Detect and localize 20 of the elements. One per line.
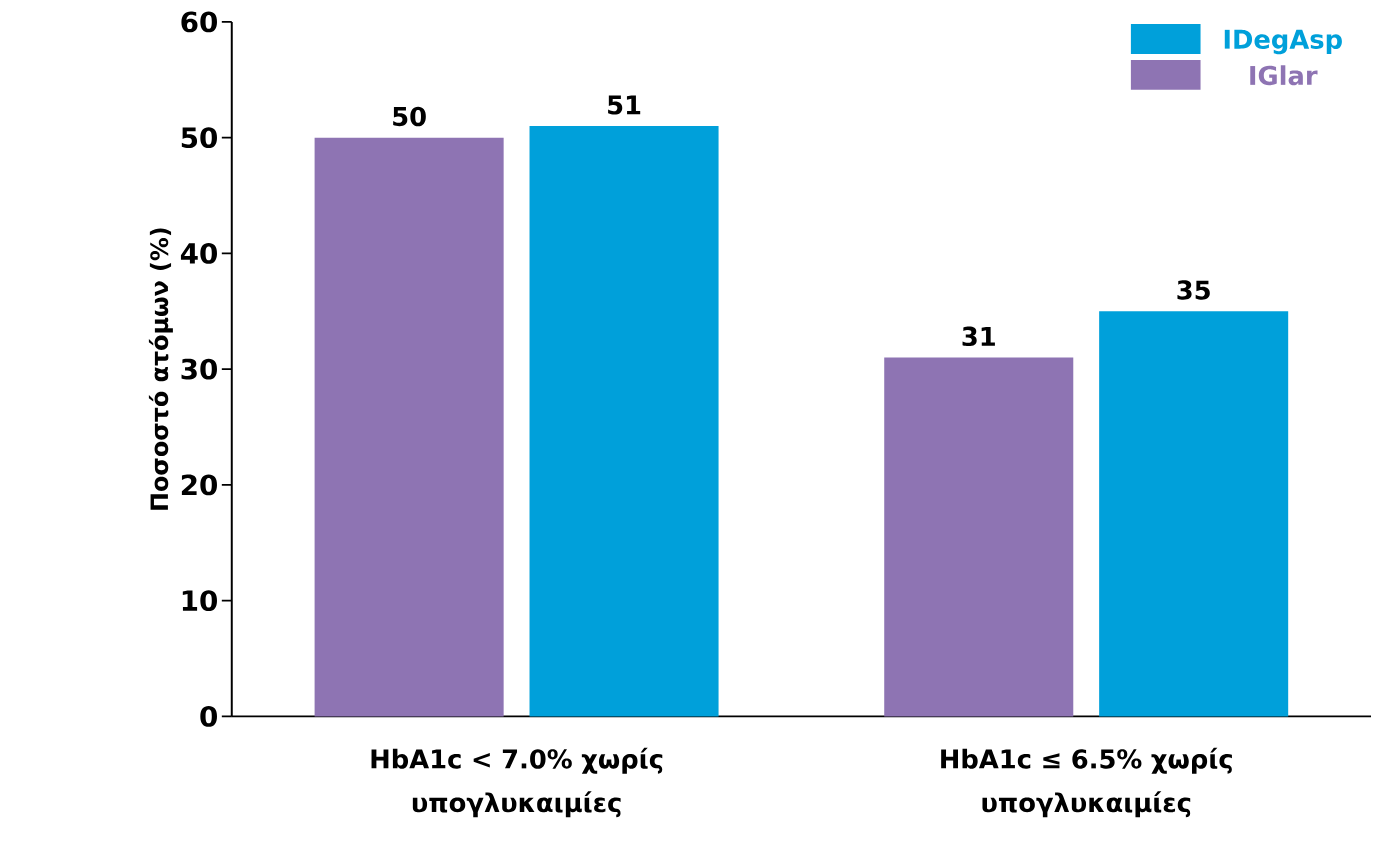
y-tick-label: 60	[181, 11, 217, 33]
y-tick-label: 10	[182, 590, 217, 612]
legend-label: IGlar	[1250, 65, 1318, 86]
y-tick-label: 50	[181, 127, 217, 149]
x-tick-label: HbA1c < 7.0% χωρίς υπογλυκαιμίες	[371, 747, 663, 818]
y-tick-label: 20	[181, 474, 217, 496]
data-label: 35	[1177, 280, 1210, 300]
bar	[1099, 311, 1289, 717]
y-tick-label: 30	[181, 358, 217, 380]
data-label: 50	[393, 106, 426, 127]
bar	[314, 137, 504, 717]
y-tick-label: 40	[180, 243, 217, 265]
x-tick-label: HbA1c ≤ 6.5% χωρίς υπογλυκαιμίες	[941, 747, 1232, 818]
data-label: 31	[962, 326, 995, 347]
y-axis-title: Ποσοστό ατόμων (%)	[148, 228, 173, 510]
data-label: 51	[608, 95, 641, 115]
bar	[884, 357, 1074, 717]
legend-label: IDegAsp	[1224, 29, 1342, 55]
bar	[529, 126, 719, 717]
y-tick-label: 0	[200, 706, 217, 728]
